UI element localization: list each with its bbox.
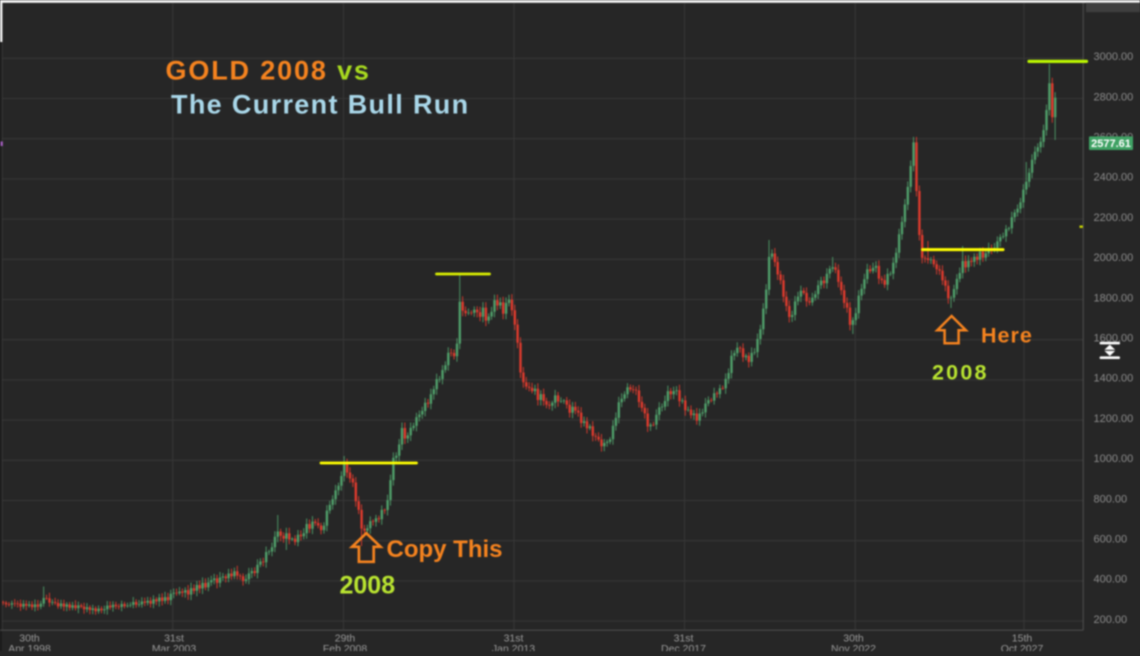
svg-text:1400.00: 1400.00 <box>1094 373 1134 385</box>
svg-text:Feb 2008: Feb 2008 <box>323 643 368 651</box>
svg-text:2000.00: 2000.00 <box>1094 252 1134 264</box>
svg-text:31st: 31st <box>164 633 184 645</box>
svg-text:Here: Here <box>981 323 1033 347</box>
svg-text:1000.00: 1000.00 <box>1094 453 1134 465</box>
svg-text:800.00: 800.00 <box>1094 493 1128 505</box>
svg-text:200.00: 200.00 <box>1094 614 1128 626</box>
svg-text:1600.00: 1600.00 <box>1094 333 1134 345</box>
svg-text:2400.00: 2400.00 <box>1094 172 1134 184</box>
svg-text:2577.61: 2577.61 <box>1091 138 1131 150</box>
svg-text:Nov 2022: Nov 2022 <box>831 643 876 651</box>
svg-text:600.00: 600.00 <box>1094 534 1128 546</box>
svg-text:Oct 2027: Oct 2027 <box>1001 643 1044 651</box>
svg-text:3000.00: 3000.00 <box>1094 51 1134 63</box>
svg-text:1200.00: 1200.00 <box>1094 413 1134 425</box>
svg-text:2200.00: 2200.00 <box>1094 212 1134 224</box>
svg-text:30th: 30th <box>843 633 864 645</box>
svg-text:Mar 2003: Mar 2003 <box>152 643 197 651</box>
svg-text:1800.00: 1800.00 <box>1094 292 1134 304</box>
svg-text:GOLD 2008 vs: GOLD 2008 vs <box>166 56 371 86</box>
svg-text:Jan 2013: Jan 2013 <box>492 643 535 651</box>
svg-text:2008: 2008 <box>340 571 396 599</box>
svg-text:Dec 2017: Dec 2017 <box>661 643 706 651</box>
svg-text:2800.00: 2800.00 <box>1094 91 1134 103</box>
svg-text:The Current Bull Run: The Current Bull Run <box>171 90 470 120</box>
svg-text:30th: 30th <box>19 633 40 645</box>
svg-text:Apr 1998: Apr 1998 <box>8 643 51 651</box>
svg-text:29th: 29th <box>335 633 356 645</box>
svg-text:2008: 2008 <box>932 361 989 385</box>
svg-text:31st: 31st <box>504 633 524 645</box>
svg-text:400.00: 400.00 <box>1094 574 1128 586</box>
svg-text:15th: 15th <box>1012 633 1033 645</box>
svg-text:Copy This: Copy This <box>387 536 503 563</box>
svg-text:31st: 31st <box>674 633 694 645</box>
